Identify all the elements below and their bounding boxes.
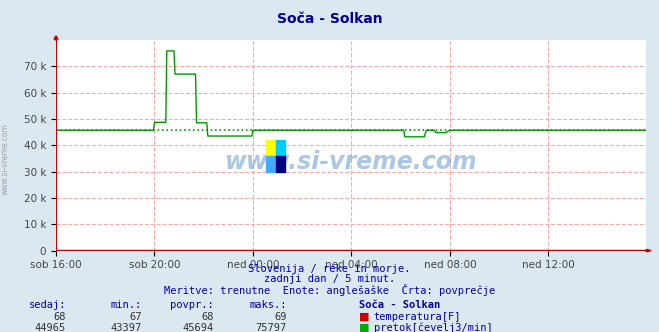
Text: povpr.:: povpr.: [171,300,214,310]
Text: temperatura[F]: temperatura[F] [374,312,461,322]
Text: 45694: 45694 [183,323,214,332]
Text: 67: 67 [129,312,142,322]
Text: 44965: 44965 [35,323,66,332]
Text: www.si-vreme.com: www.si-vreme.com [225,150,477,174]
Text: maks.:: maks.: [249,300,287,310]
Text: ■: ■ [359,312,370,322]
Text: 68: 68 [53,312,66,322]
Text: min.:: min.: [111,300,142,310]
Text: 68: 68 [202,312,214,322]
Text: 75797: 75797 [256,323,287,332]
Bar [275,156,285,172]
Text: Soča - Solkan: Soča - Solkan [277,12,382,26]
Text: Slovenija / reke in morje.: Slovenija / reke in morje. [248,264,411,274]
Text: 69: 69 [274,312,287,322]
Text: 43397: 43397 [111,323,142,332]
Bar [275,140,285,156]
Text: Meritve: trenutne  Enote: anglešaške  Črta: povprečje: Meritve: trenutne Enote: anglešaške Črta… [164,284,495,296]
Text: sedaj:: sedaj: [28,300,66,310]
Bar [266,140,275,156]
Text: zadnji dan / 5 minut.: zadnji dan / 5 minut. [264,274,395,284]
Bar [266,156,275,172]
Text: pretok[čevelj3/min]: pretok[čevelj3/min] [374,323,492,332]
Text: Soča - Solkan: Soča - Solkan [359,300,440,310]
Text: ■: ■ [359,323,370,332]
Text: www.si-vreme.com: www.si-vreme.com [1,124,10,195]
